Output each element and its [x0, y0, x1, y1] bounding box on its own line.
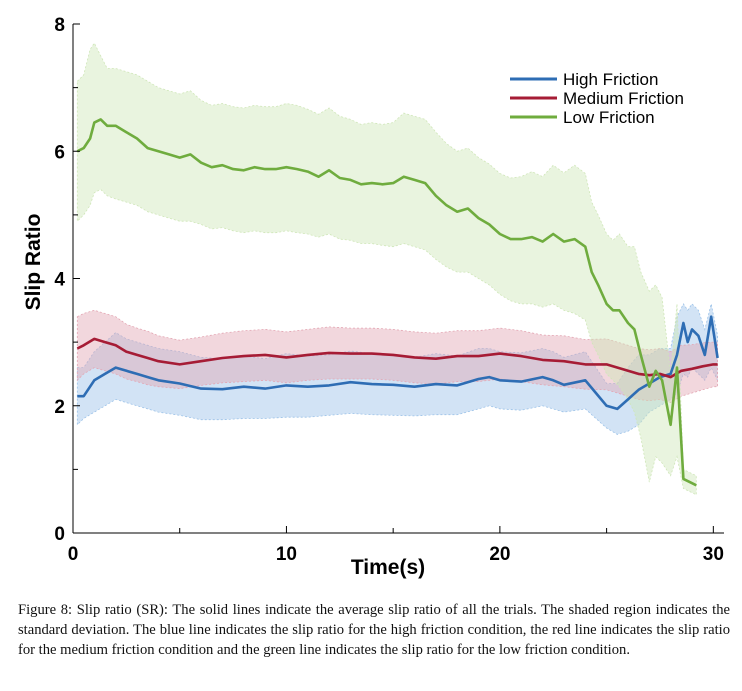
legend-label-high-friction: High Friction — [563, 70, 658, 89]
x-tick-label: 10 — [276, 544, 297, 565]
y-tick-label: 0 — [54, 524, 65, 545]
y-tick-label: 6 — [54, 142, 65, 163]
figure-caption: Figure 8: Slip ratio (SR): The solid lin… — [18, 602, 730, 658]
x-tick-label: 30 — [703, 544, 724, 565]
x-tick-label: 20 — [489, 544, 510, 565]
y-tick-label: 2 — [54, 397, 65, 418]
slip-ratio-chart: 0 10 20 30 0 2 4 6 8 Time(s) Slip Ratio High Fri… — [22, 15, 724, 579]
y-tick-label: 4 — [54, 270, 65, 291]
x-axis-label: Time(s) — [351, 556, 425, 579]
legend-label-medium-friction: Medium Friction — [563, 89, 684, 108]
x-tick-label: 0 — [68, 544, 79, 565]
low-friction-line — [76, 118, 697, 487]
axes: 0 10 20 30 0 2 4 6 8 — [54, 15, 724, 565]
y-axis-label: Slip Ratio — [22, 214, 45, 311]
mean-lines — [76, 118, 719, 487]
legend-label-low-friction: Low Friction — [563, 108, 655, 127]
high-friction-line — [77, 315, 719, 411]
y-tick-label: 8 — [54, 15, 65, 36]
low-friction-std-band — [76, 42, 697, 496]
